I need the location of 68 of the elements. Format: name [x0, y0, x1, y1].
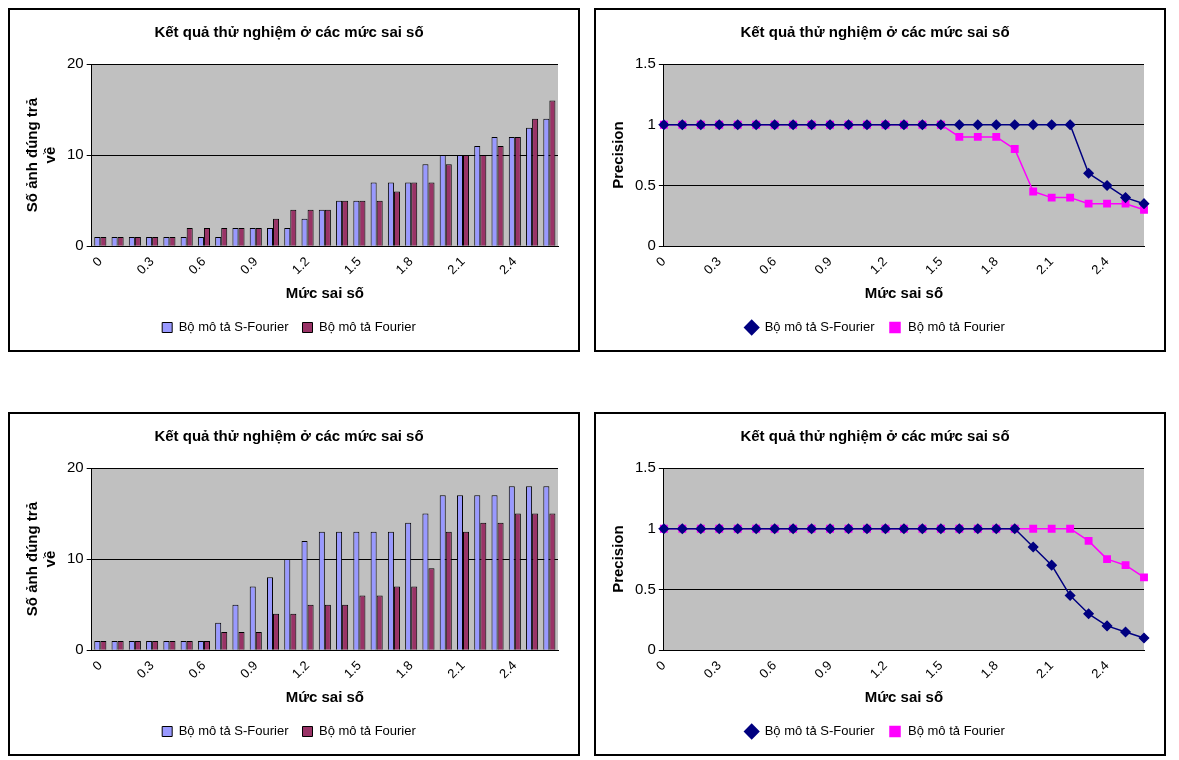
x-tick-label: 0.6 [185, 253, 209, 278]
y-tick-label: 0 [647, 236, 656, 254]
y-axis-title: Số ảnh đúng trả về [23, 501, 59, 617]
y-axis-title: Precision [609, 525, 627, 593]
chart-title: Kết quả thử nghiệm ở các mức sai số [154, 23, 424, 41]
y-axis-title: Số ảnh đúng trả về [23, 97, 59, 213]
x-axis-title: Mức sai số [864, 688, 944, 706]
x-tick-label: 1.2 [288, 657, 313, 682]
x-tick-label: 1.2 [866, 657, 891, 682]
x-axis-title: Mức sai số [285, 688, 365, 706]
x-tick-label: 1.5 [922, 253, 946, 278]
x-tick-label: 1.5 [340, 253, 365, 278]
x-tick-label: 1.8 [977, 657, 1001, 682]
x-tick-label: 0.3 [700, 657, 724, 682]
x-tick-label: 0.3 [133, 253, 157, 278]
y-tick-label: 1.5 [634, 54, 656, 72]
x-axis-title: Mức sai số [864, 284, 944, 302]
y-tick-label: 20 [67, 458, 84, 476]
x-tick-label: 0.6 [755, 253, 780, 278]
y-tick-label: 1 [647, 518, 656, 536]
x-tick-label: 1.2 [288, 253, 313, 278]
x-tick-label: 1.8 [392, 657, 416, 682]
x-tick-label: 2.4 [496, 657, 520, 682]
legend-label: Bộ mô tả Fourier [319, 319, 417, 335]
chart-title: Kết quả thử nghiệm ở các mức sai số [740, 427, 1010, 445]
legend-label: Bộ mô tả S-Fourier [178, 319, 290, 335]
chart-title: Kết quả thử nghiệm ở các mức sai số [740, 23, 1010, 41]
y-tick-label: 0 [647, 640, 656, 658]
y-tick-label: 10 [67, 549, 84, 567]
legend-label: Bộ mô tả Fourier [908, 723, 1006, 739]
y-tick-label: 20 [67, 54, 84, 72]
x-tick-label: 0.9 [811, 657, 835, 682]
x-tick-label: 0.6 [755, 657, 780, 682]
x-tick-label: 0.3 [133, 657, 157, 682]
x-tick-label: 0.3 [700, 253, 724, 278]
y-tick-label: 1.5 [634, 458, 656, 476]
y-tick-label: 0 [75, 640, 84, 658]
y-tick-label: 0 [75, 236, 84, 254]
y-tick-label: 0.5 [634, 579, 656, 597]
x-tick-label: 2.4 [1088, 657, 1112, 682]
x-tick-label: 0 [89, 253, 105, 270]
x-tick-label: 2.4 [496, 253, 520, 278]
y-tick-label: 10 [67, 145, 84, 163]
x-tick-label: 1.2 [866, 253, 891, 278]
x-tick-label: 1.8 [392, 253, 416, 278]
y-tick-label: 1 [647, 114, 656, 132]
x-tick-label: 0.6 [185, 657, 209, 682]
x-tick-label: 0.9 [237, 657, 261, 682]
legend-label: Bộ mô tả S-Fourier [178, 723, 290, 739]
x-tick-label: 2.4 [1088, 253, 1112, 278]
x-tick-label: 2.1 [444, 657, 468, 682]
x-tick-label: 2.1 [1032, 657, 1057, 682]
x-tick-label: 0.9 [237, 253, 261, 278]
x-tick-label: 2.1 [444, 253, 468, 278]
x-tick-label: 1.5 [922, 657, 946, 682]
legend-label: Bộ mô tả Fourier [319, 723, 417, 739]
legend-label: Bộ mô tả S-Fourier [764, 319, 876, 335]
x-tick-label: 2.1 [1032, 253, 1057, 278]
x-tick-label: 0.9 [811, 253, 835, 278]
x-tick-label: 0 [89, 657, 105, 674]
y-tick-label: 0.5 [634, 175, 656, 193]
legend-label: Bộ mô tả Fourier [908, 319, 1006, 335]
y-axis-title: Precision [609, 121, 627, 189]
x-tick-label: 1.5 [340, 657, 365, 682]
legend-label: Bộ mô tả S-Fourier [764, 723, 876, 739]
x-tick-label: 1.8 [977, 253, 1001, 278]
x-axis-title: Mức sai số [285, 284, 365, 302]
chart-title: Kết quả thử nghiệm ở các mức sai số [154, 427, 424, 445]
